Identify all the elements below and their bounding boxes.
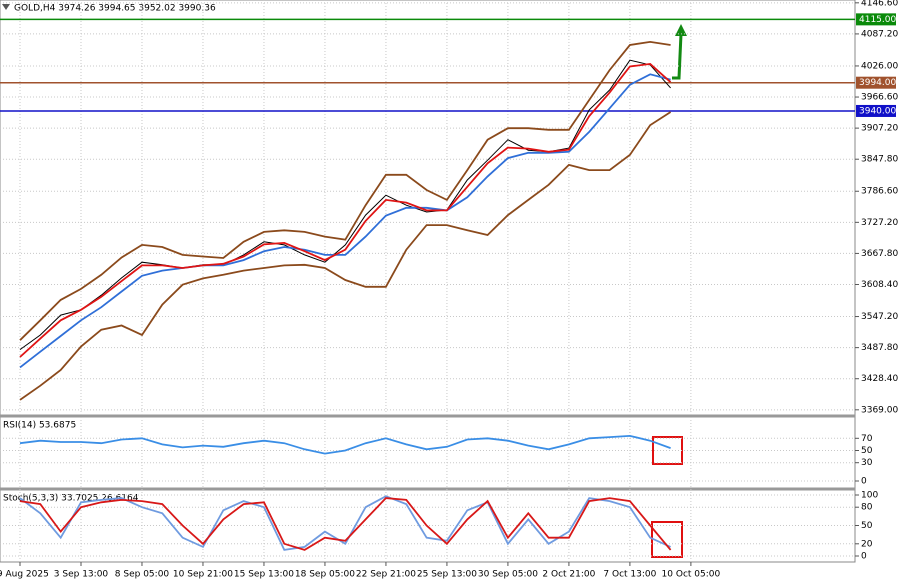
highlight-box	[651, 521, 683, 558]
x-tick-label: 30 Sep 05:00	[478, 570, 538, 580]
arrow	[672, 33, 683, 80]
x-tick-label: 15 Sep 13:00	[234, 570, 294, 580]
y-tick-label: 3786.60	[861, 187, 898, 197]
level-badge	[856, 76, 896, 89]
series-line	[19, 111, 672, 401]
y-tick-label: 3667.80	[861, 249, 898, 259]
x-tick-label: 10 Oct 05:00	[662, 570, 721, 580]
x-tick-label: 25 Sep 13:00	[417, 570, 477, 580]
y-tick-label: 3487.80	[861, 343, 898, 353]
series-line	[19, 73, 671, 369]
y-tick-label: 50	[861, 446, 873, 456]
stoch-title: Stoch(5,3,3) 33.7025 26.6164	[3, 494, 139, 504]
level-label: 4115.00	[859, 15, 896, 25]
x-tick-label: 8 Sep 05:00	[115, 570, 170, 580]
y-tick-label: 0	[861, 552, 867, 562]
plot-frame	[0, 0, 856, 563]
y-tick-label: 4146.60	[861, 0, 898, 8]
x-tick-label: 29 Aug 2025	[0, 570, 49, 580]
chart-title: GOLD,H4 3974.26 3994.65 3952.02 3990.36	[14, 4, 216, 14]
series-line	[19, 497, 672, 551]
y-tick-label: 0	[861, 477, 867, 487]
x-tick-label: 7 Oct 13:00	[603, 570, 656, 580]
series-line	[19, 40, 671, 341]
rsi-title: RSI(14) 53.6875	[3, 421, 76, 431]
series-line	[19, 434, 671, 455]
y-tick-label: 3608.40	[861, 280, 898, 290]
y-tick-label: 3847.80	[861, 155, 898, 165]
y-tick-label: 50	[861, 521, 873, 531]
y-tick-label: 3966.60	[861, 93, 898, 103]
y-tick-label: 3727.20	[861, 218, 898, 228]
y-tick-label: 3547.20	[861, 312, 898, 322]
y-tick-label: 3907.20	[861, 124, 898, 134]
level-label: 3994.00	[859, 78, 896, 88]
level-label: 3940.00	[859, 106, 896, 116]
y-tick-label: 100	[861, 491, 878, 501]
level-badge	[856, 13, 896, 26]
x-tick-label: 18 Sep 05:00	[295, 570, 355, 580]
x-tick-label: 10 Sep 21:00	[173, 570, 233, 580]
y-tick-label: 4087.20	[861, 29, 898, 39]
y-tick-label: 80	[861, 503, 873, 513]
y-tick-label: 20	[861, 539, 873, 549]
y-tick-label: 4026.00	[861, 61, 898, 71]
y-tick-label: 3369.00	[861, 405, 898, 415]
x-tick-label: 2 Oct 21:00	[542, 570, 595, 580]
collapse-icon[interactable]	[2, 4, 10, 10]
level-badge	[856, 104, 896, 117]
series-line	[19, 59, 671, 351]
y-tick-label: 70	[861, 434, 873, 444]
y-tick-label: 3428.40	[861, 374, 898, 384]
y-tick-label: 30	[861, 458, 873, 468]
arrow-head	[675, 24, 687, 36]
series-line	[19, 62, 672, 358]
x-tick-label: 3 Sep 13:00	[54, 570, 109, 580]
x-tick-label: 22 Sep 21:00	[356, 570, 416, 580]
